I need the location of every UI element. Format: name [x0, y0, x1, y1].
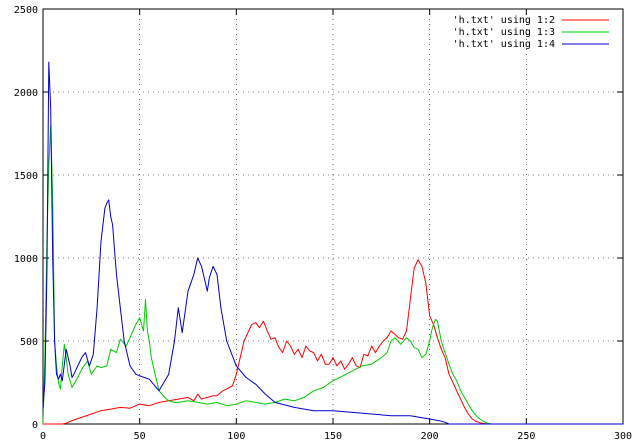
- y-tick-label: 0: [32, 420, 38, 431]
- y-tick-label: 1000: [14, 254, 38, 265]
- legend-label-2: 'h.txt' using 1:3: [453, 27, 555, 38]
- series-line-3: [42, 61, 623, 425]
- y-tick-label: 1500: [14, 171, 38, 182]
- y-tick-label: 500: [20, 337, 38, 348]
- x-tick-label: 100: [227, 431, 245, 442]
- x-tick-label: 150: [324, 431, 342, 442]
- x-tick-label: 300: [614, 431, 632, 442]
- plot-frame: [42, 8, 624, 425]
- y-tick-label: 2000: [14, 88, 38, 99]
- series-line-2: [42, 124, 623, 425]
- axes: 0 50 100 150 200 250 300 0 500 1000 1500 2000 2500: [14, 5, 632, 442]
- legend-label-1: 'h.txt' using 1:2: [453, 15, 555, 26]
- x-tick-label: 50: [134, 431, 146, 442]
- x-tick-label: 200: [421, 431, 439, 442]
- y-tick-label: 2500: [14, 5, 38, 16]
- legend: 'h.txt' using 1:2'h.txt' using 1:3'h.txt…: [453, 15, 609, 50]
- x-tick-label: 0: [40, 431, 46, 442]
- grid: [43, 9, 623, 424]
- legend-label-3: 'h.txt' using 1:4: [453, 39, 555, 50]
- series-lines: [42, 61, 623, 425]
- series-line-1: [43, 259, 623, 425]
- x-tick-label: 250: [517, 431, 535, 442]
